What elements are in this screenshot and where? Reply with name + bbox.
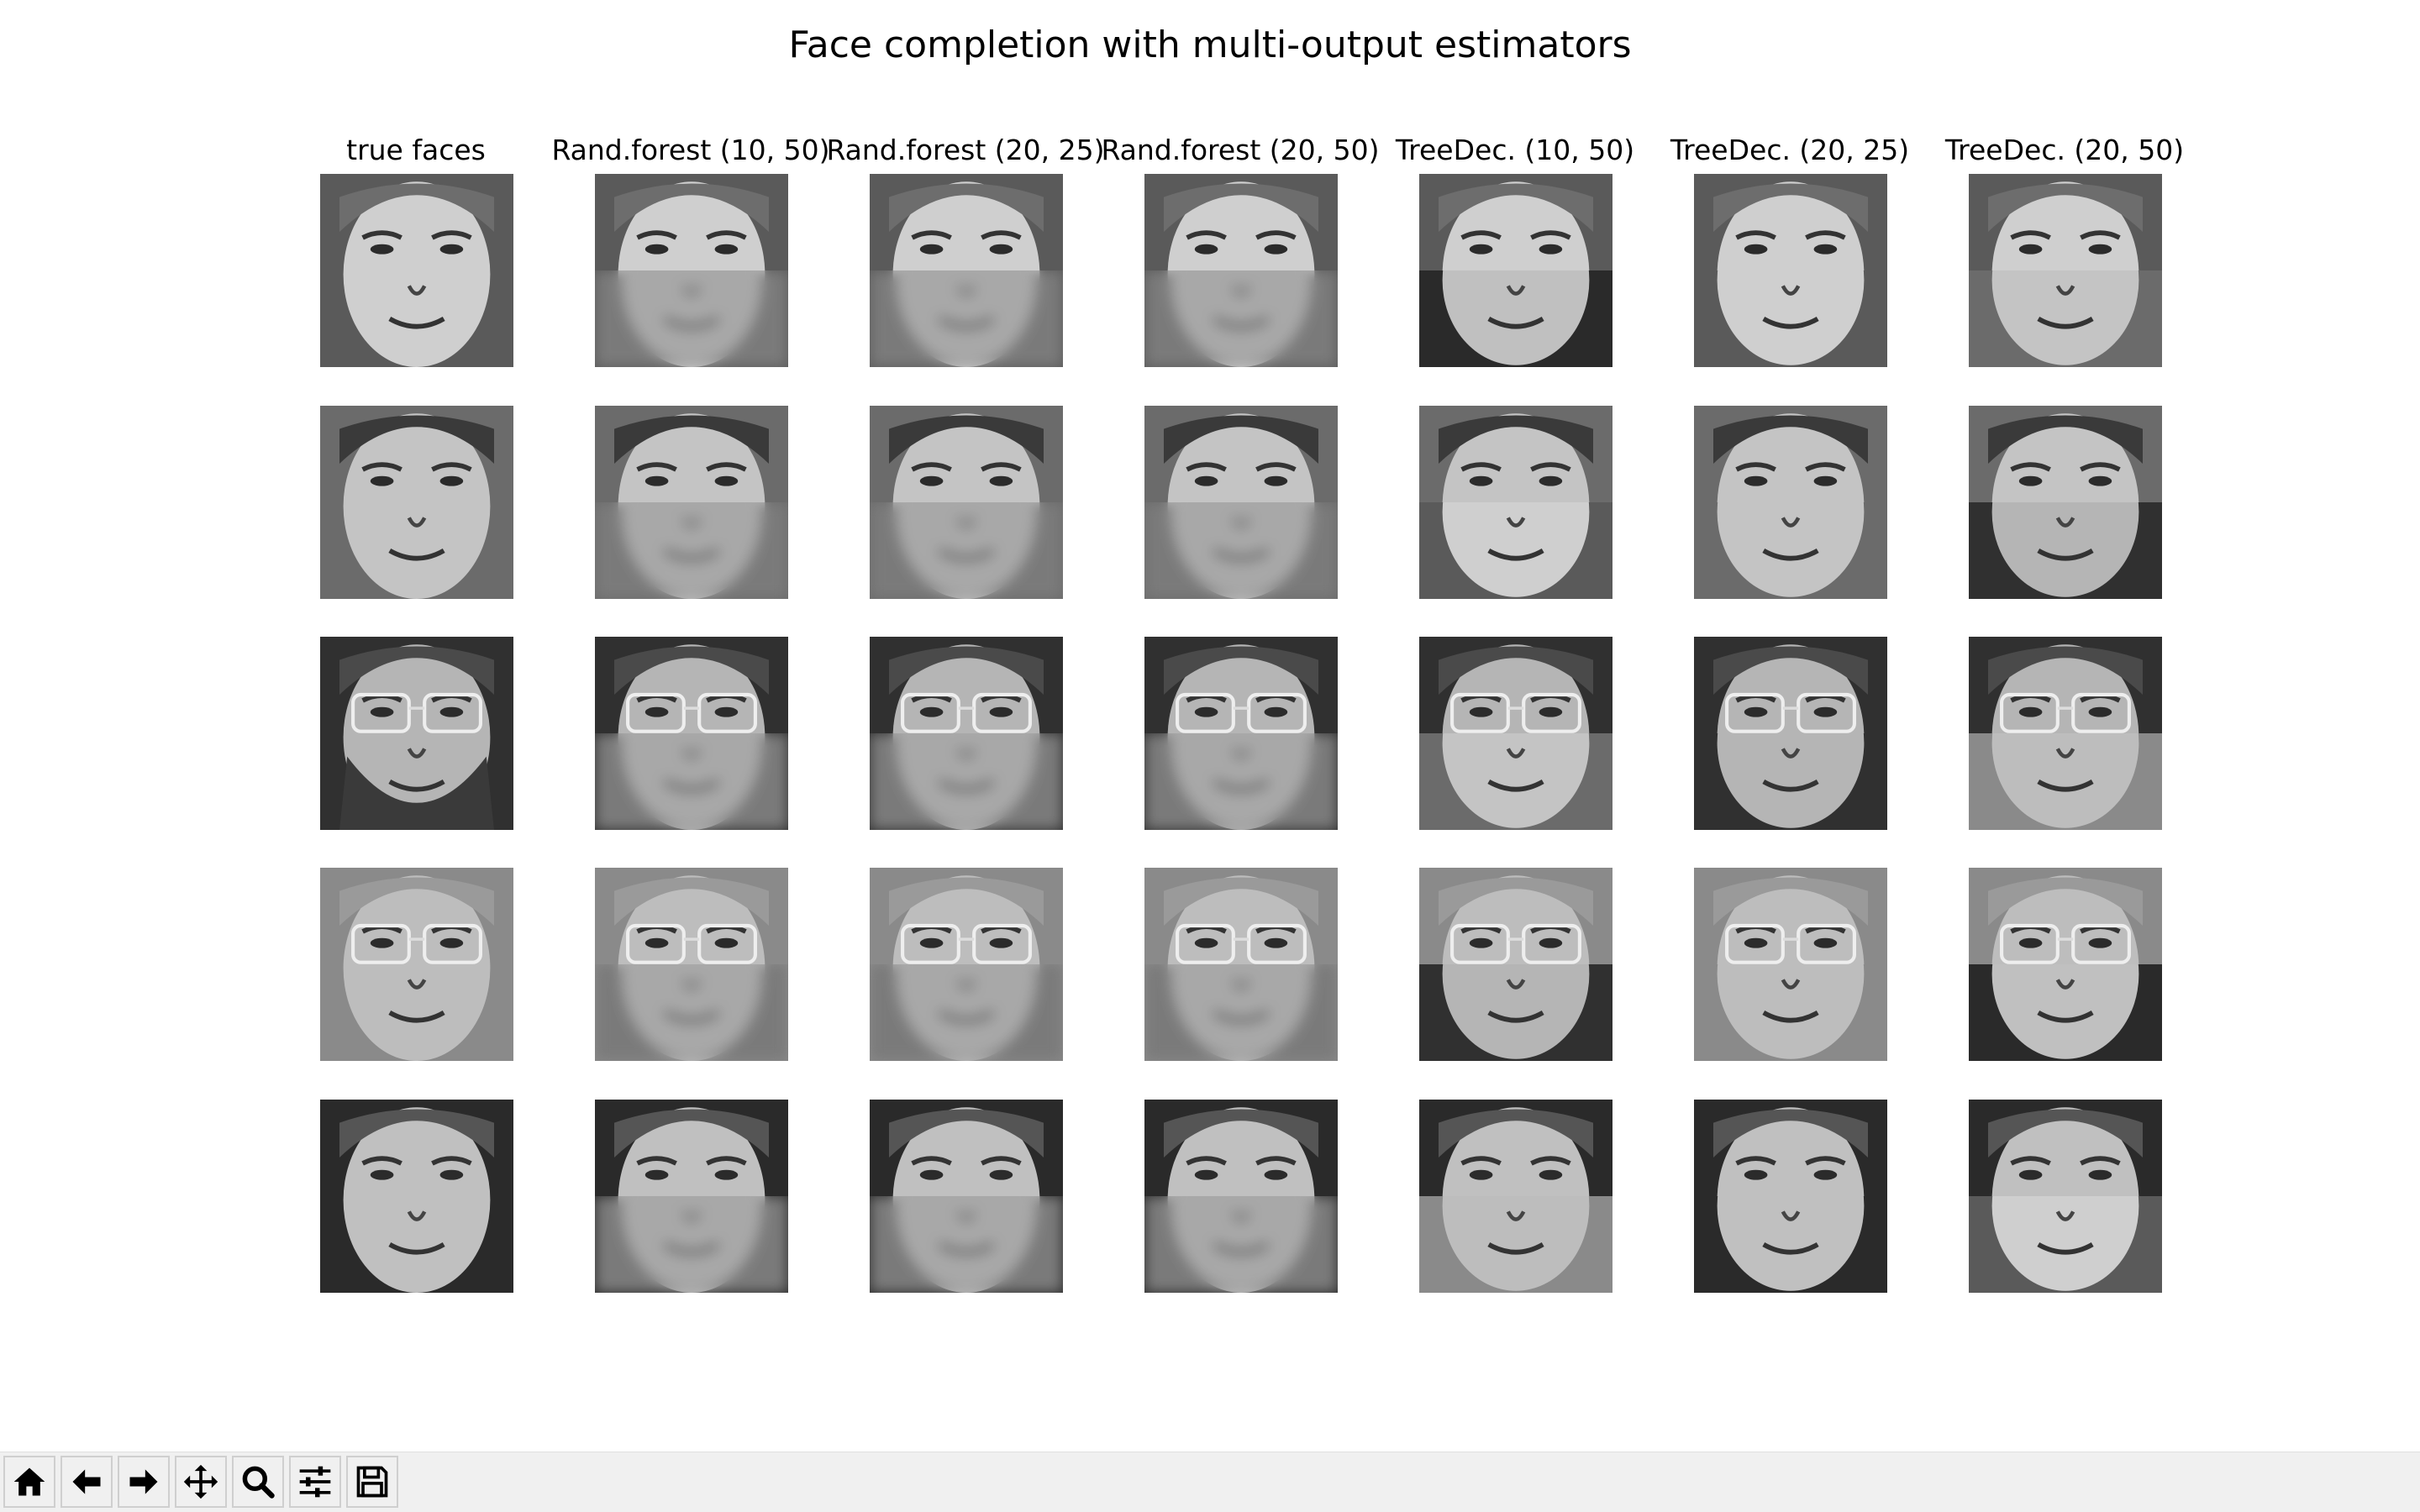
- face-image: [1419, 637, 1612, 830]
- face-image: [1144, 868, 1338, 1061]
- face-thumbnail: [1419, 406, 1612, 599]
- face-image: [1694, 1100, 1887, 1293]
- face-image: [320, 1100, 513, 1293]
- face-image: [595, 637, 788, 830]
- figure-title: Face completion with multi-output estima…: [788, 24, 1632, 66]
- face-image: [320, 174, 513, 367]
- column-title-rand-forest-20-25: Rand.forest (20, 25): [826, 134, 1105, 166]
- face-thumbnail: [1969, 868, 2162, 1061]
- arrow-left-icon: [72, 1469, 101, 1494]
- face-thumbnail: [320, 1100, 513, 1293]
- face-image: [1144, 174, 1338, 367]
- face-image: [595, 868, 788, 1061]
- face-thumbnail: [1694, 174, 1887, 367]
- face-thumbnail: [870, 406, 1063, 599]
- face-image: [1419, 174, 1612, 367]
- face-image: [870, 868, 1063, 1061]
- face-image: [320, 868, 513, 1061]
- face-thumbnail: [870, 1100, 1063, 1293]
- face-thumbnail: [595, 868, 788, 1061]
- face-image: [1969, 406, 2162, 599]
- face-image: [1419, 868, 1612, 1061]
- floppy-disk-icon: [356, 1466, 388, 1498]
- face-thumbnail: [1144, 637, 1338, 830]
- face-thumbnail: [1694, 868, 1887, 1061]
- face-image: [320, 406, 513, 599]
- face-image: [1419, 406, 1612, 599]
- face-image: [1144, 406, 1338, 599]
- face-thumbnail: [1419, 637, 1612, 830]
- navigation-toolbar: [0, 1452, 2420, 1512]
- face-image: [1144, 1100, 1338, 1293]
- face-thumbnail: [1419, 868, 1612, 1061]
- forward-button[interactable]: [118, 1456, 170, 1508]
- face-thumbnail: [595, 1100, 788, 1293]
- face-thumbnail: [1144, 406, 1338, 599]
- face-thumbnail: [320, 174, 513, 367]
- face-image: [870, 406, 1063, 599]
- face-image: [1969, 1100, 2162, 1293]
- face-thumbnail: [1694, 637, 1887, 830]
- arrow-right-icon: [129, 1469, 158, 1494]
- face-thumbnail: [1969, 406, 2162, 599]
- face-image: [595, 1100, 788, 1293]
- face-image: [1144, 637, 1338, 830]
- face-thumbnail: [1694, 1100, 1887, 1293]
- back-button[interactable]: [60, 1456, 113, 1508]
- face-image: [595, 174, 788, 367]
- face-image: [1969, 868, 2162, 1061]
- face-thumbnail: [320, 406, 513, 599]
- face-thumbnail: [1419, 174, 1612, 367]
- face-thumbnail: [1144, 174, 1338, 367]
- home-icon: [13, 1467, 45, 1496]
- column-title-true-faces: true faces: [346, 134, 486, 166]
- face-thumbnail: [870, 868, 1063, 1061]
- face-thumbnail: [595, 174, 788, 367]
- face-thumbnail: [1694, 406, 1887, 599]
- face-thumbnail: [1419, 1100, 1612, 1293]
- face-image: [1419, 1100, 1612, 1293]
- face-thumbnail: [320, 637, 513, 830]
- column-title-treedec-20-25: TreeDec. (20, 25): [1670, 134, 1910, 166]
- face-image: [595, 406, 788, 599]
- column-title-treedec-20-50: TreeDec. (20, 50): [1944, 134, 2185, 166]
- face-thumbnail: [870, 174, 1063, 367]
- face-thumbnail: [870, 637, 1063, 830]
- face-image: [870, 174, 1063, 367]
- save-button[interactable]: [346, 1456, 398, 1508]
- face-image: [1694, 406, 1887, 599]
- face-image: [1969, 637, 2162, 830]
- face-thumbnail: [595, 637, 788, 830]
- face-image: [870, 637, 1063, 830]
- face-thumbnail: [320, 868, 513, 1061]
- column-title-treedec-10-50: TreeDec. (10, 50): [1395, 134, 1635, 166]
- zoom-button[interactable]: [232, 1456, 284, 1508]
- face-image: [1694, 637, 1887, 830]
- sliders-icon: [299, 1466, 331, 1498]
- magnifier-icon: [242, 1466, 275, 1499]
- face-image: [1694, 174, 1887, 367]
- face-thumbnail: [1969, 637, 2162, 830]
- home-button[interactable]: [3, 1456, 55, 1508]
- face-thumbnail: [1144, 868, 1338, 1061]
- face-image: [1969, 174, 2162, 367]
- face-image: [320, 637, 513, 830]
- column-title-rand-forest-20-50: Rand.forest (20, 50): [1101, 134, 1380, 166]
- face-image: [1694, 868, 1887, 1061]
- face-thumbnail: [595, 406, 788, 599]
- face-thumbnail: [1969, 1100, 2162, 1293]
- face-image: [870, 1100, 1063, 1293]
- column-title-rand-forest-10-50: Rand.forest (10, 50): [551, 134, 830, 166]
- pan-button[interactable]: [175, 1456, 227, 1508]
- configure-subplots-button[interactable]: [289, 1456, 341, 1508]
- face-thumbnail: [1144, 1100, 1338, 1293]
- move-icon: [183, 1464, 218, 1499]
- face-thumbnail: [1969, 174, 2162, 367]
